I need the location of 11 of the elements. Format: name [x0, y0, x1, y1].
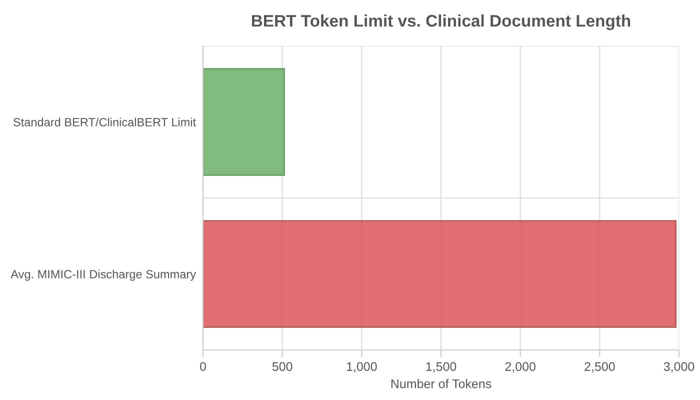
x-tick-label: 500 — [272, 362, 292, 371]
chart-title: BERT Token Limit vs. Clinical Document Length — [252, 14, 630, 30]
x-tick-label: 1,000 — [346, 362, 377, 372]
x-tick-label: 2,500 — [584, 362, 615, 372]
y-tick-label: Avg. MIMIC-III Discharge Summary — [10, 270, 196, 281]
x-tick-label: 3,000 — [664, 362, 694, 372]
x-tick-label: 1,500 — [426, 362, 456, 372]
x-tick-label: 0 — [200, 362, 206, 371]
x-axis-title: Number of Tokens — [391, 379, 492, 388]
y-tick-label: Standard BERT/ClinicalBERT Limit — [14, 118, 196, 126]
x-tick-label: 2,000 — [505, 362, 536, 372]
